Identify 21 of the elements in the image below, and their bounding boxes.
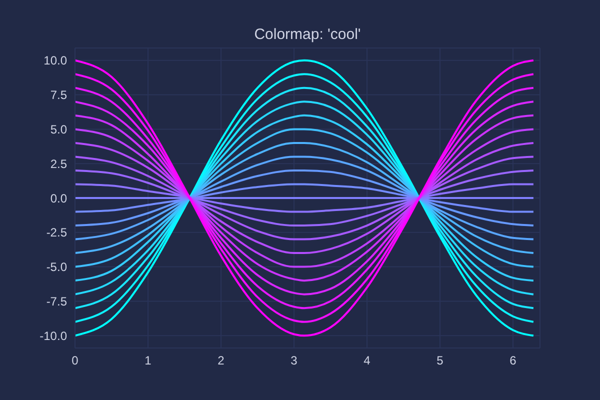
line-series bbox=[75, 156, 534, 240]
y-tick-label: -7.5 bbox=[46, 294, 68, 308]
y-tick-label: 5.0 bbox=[50, 122, 68, 136]
chart-title: Colormap: 'cool' bbox=[253, 26, 362, 43]
x-tick-label: 6 bbox=[510, 354, 517, 368]
x-tick-label: 2 bbox=[218, 354, 225, 368]
x-tick-label: 0 bbox=[72, 354, 79, 368]
y-tick-label: -2.5 bbox=[46, 226, 68, 240]
y-tick-label: 2.5 bbox=[50, 156, 68, 171]
x-tick-label: 3 bbox=[290, 354, 298, 368]
y-tick-label: -5.0 bbox=[46, 260, 68, 274]
line-series bbox=[75, 128, 534, 268]
y-tick-label: -10.0 bbox=[40, 328, 68, 343]
x-tick-label: 4 bbox=[364, 354, 371, 368]
y-tick-label: 10.0 bbox=[44, 54, 68, 68]
y-tick-label: 0.0 bbox=[50, 191, 68, 206]
line-series bbox=[75, 183, 534, 213]
line-series bbox=[75, 169, 534, 227]
x-tick-label: 5 bbox=[436, 354, 444, 368]
y-tick-label: 7.5 bbox=[50, 88, 68, 102]
x-tick-label: 1 bbox=[144, 354, 152, 368]
